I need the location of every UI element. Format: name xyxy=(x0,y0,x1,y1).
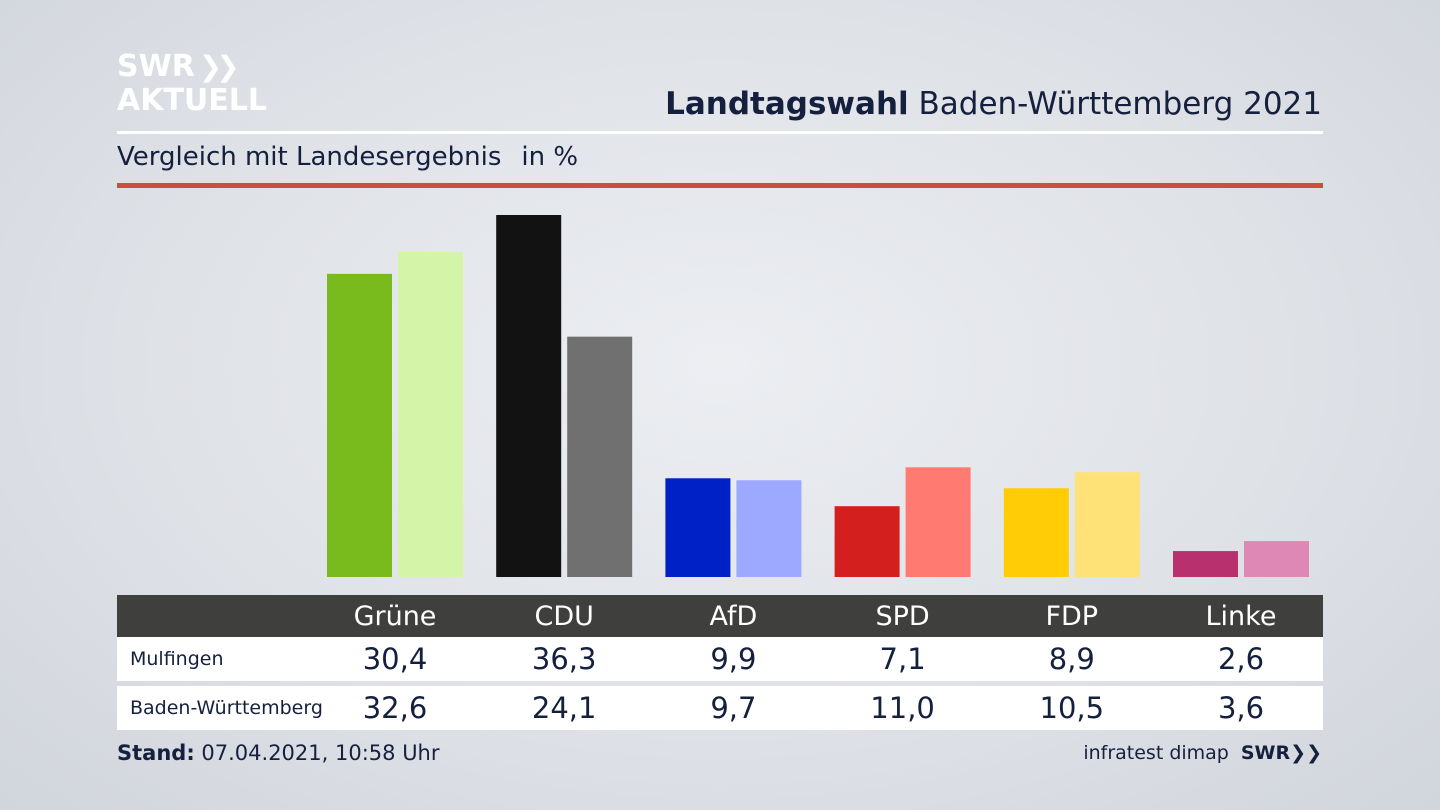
chevron-right-icon: ❯❯ xyxy=(198,50,240,83)
bar-spd-mulfingen xyxy=(834,506,900,577)
column-header-linke: Linke xyxy=(1205,600,1277,632)
source-logo: SWR❯❯ xyxy=(1241,742,1322,764)
value-cell-spd: 7,1 xyxy=(879,642,926,676)
bar-grune-baden-wurttemberg xyxy=(398,251,463,577)
accent-divider xyxy=(117,183,1323,188)
column-header-spd: SPD xyxy=(875,600,930,632)
timestamp: Stand: 07.04.2021, 10:58 Uhr xyxy=(117,741,440,765)
bar-afd-mulfingen xyxy=(665,478,731,577)
bar-cdu-mulfingen xyxy=(496,215,562,577)
header-divider xyxy=(117,131,1323,134)
table-row-baden-wuerttemberg: Baden-Württemberg 32,6 24,1 9,7 11,0 10,5 3,6 xyxy=(117,686,1323,730)
logo-aktuell-text: AKTUELL xyxy=(117,83,268,118)
page-title: Landtagswahl Baden-Württemberg 2021 xyxy=(665,86,1322,122)
chevron-right-icon: ❯❯ xyxy=(1290,742,1322,764)
bar-cdu-baden-wurttemberg xyxy=(567,336,633,577)
bar-fdp-mulfingen xyxy=(1003,488,1069,577)
bar-fdp-baden-wurttemberg xyxy=(1074,472,1140,577)
bar-afd-baden-wurttemberg xyxy=(736,480,802,577)
bar-linke-baden-wurttemberg xyxy=(1244,541,1309,577)
timestamp-label: Stand: xyxy=(117,741,195,765)
table-header-row: Grüne CDU AfD SPD FDP Linke xyxy=(117,595,1323,637)
table-row-mulfingen: Mulfingen 30,4 36,3 9,9 7,1 8,9 2,6 xyxy=(117,637,1323,681)
value-cell-cdu: 24,1 xyxy=(531,691,597,725)
value-cell-spd: 11,0 xyxy=(870,691,935,725)
source-credit: infratest dimap SWR❯❯ xyxy=(1083,742,1322,764)
value-cell-afd: 9,9 xyxy=(710,642,757,676)
subtitle-text: Vergleich mit Landesergebnis xyxy=(117,142,502,172)
value-cell-fdp: 10,5 xyxy=(1039,691,1105,725)
value-cell-grune: 32,6 xyxy=(362,691,428,725)
logo-swr-text: SWR xyxy=(117,49,195,84)
value-cell-linke: 3,6 xyxy=(1217,691,1265,725)
subtitle: Vergleich mit Landesergebnis in % xyxy=(117,142,578,172)
value-cell-afd: 9,7 xyxy=(710,691,757,725)
value-cell-linke: 2,6 xyxy=(1217,642,1265,676)
source-logo-text: SWR xyxy=(1240,742,1291,764)
column-header-grune: Grüne xyxy=(353,600,437,632)
value-cell-grune: 30,4 xyxy=(362,642,428,676)
title-rest: Baden-Württemberg 2021 xyxy=(918,86,1322,122)
timestamp-value: 07.04.2021, 10:58 Uhr xyxy=(201,741,440,765)
column-header-cdu: CDU xyxy=(534,600,594,632)
row-label: Baden-Württemberg xyxy=(130,697,323,719)
value-cell-cdu: 36,3 xyxy=(531,642,597,676)
value-cell-fdp: 8,9 xyxy=(1048,642,1095,676)
bar-grune-mulfingen xyxy=(327,273,392,577)
column-header-afd: AfD xyxy=(709,600,758,632)
column-header-fdp: FDP xyxy=(1045,600,1099,632)
row-label: Mulfingen xyxy=(130,648,224,670)
unit-label: in % xyxy=(521,142,579,172)
bar-linke-mulfingen xyxy=(1173,551,1238,577)
title-bold: Landtagswahl xyxy=(665,86,909,122)
results-table: Grüne CDU AfD SPD FDP Linke Mulfingen 30,4 36,… xyxy=(117,595,1323,730)
swr-aktuell-logo: SWR ❯❯ AKTUELL xyxy=(117,52,267,116)
source-text: infratest dimap xyxy=(1083,742,1229,764)
bar-spd-baden-wurttemberg xyxy=(905,467,971,577)
